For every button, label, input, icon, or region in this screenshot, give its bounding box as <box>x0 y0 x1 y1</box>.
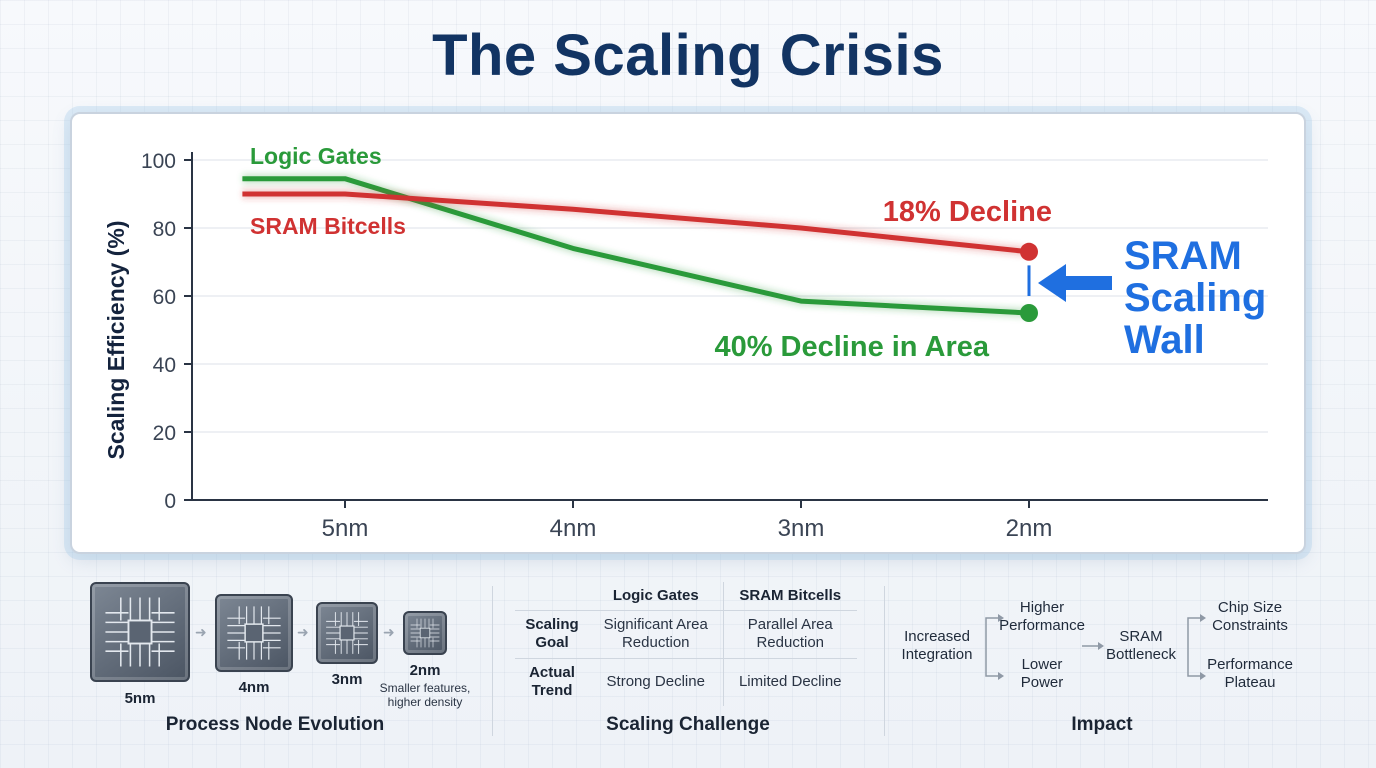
chip-5nm-icon <box>90 582 190 682</box>
node-label-3nm: 3nm <box>331 671 363 688</box>
challenge-title: Scaling Challenge <box>606 714 770 735</box>
data-point-end <box>1020 242 1038 261</box>
bottom-panels: ➜ ➜ ➜ 5nm 4nm 3nm 2nm Smaller features, … <box>0 574 1376 768</box>
row-header-goal: Scaling Goal <box>515 610 589 659</box>
x-tick-label: 3nm <box>778 515 825 542</box>
callout-text: Wall <box>1124 318 1205 362</box>
impact-out-a: Chip Size Constraints <box>1212 599 1288 634</box>
series-line-0 <box>242 176 1030 316</box>
cell-trend-logic: Strong Decline <box>606 673 705 691</box>
node-label-2nm: 2nm <box>409 662 441 679</box>
chart-panel: 0 20 40 60 80 100 5nm 4nm 3nm 2nm Scaling Efficien… <box>70 112 1306 554</box>
line-chart: 0 20 40 60 80 100 5nm 4nm 3nm 2nm Scaling Efficien… <box>103 143 1268 542</box>
callout-arrow-shaft <box>1062 276 1112 290</box>
series-annotation: 40% Decline in Area <box>714 331 989 363</box>
impact-branch-b: Lower Power <box>1020 656 1064 691</box>
divider <box>492 586 493 736</box>
y-tick-label: 0 <box>164 490 176 513</box>
col-header-sram: SRAM Bitcells <box>722 582 857 611</box>
arrow-right-icon: ➜ <box>383 624 395 640</box>
page-title: The Scaling Crisis <box>432 23 944 88</box>
node-note: Smaller features, higher density <box>379 681 471 709</box>
series-annotation: 18% Decline <box>883 196 1052 228</box>
impact-title: Impact <box>1071 714 1133 735</box>
series-label: Logic Gates <box>250 143 382 169</box>
y-tick-label: 40 <box>153 354 176 377</box>
impact-start: Increased Integration <box>901 628 973 663</box>
x-tick-label: 5nm <box>322 515 369 542</box>
cell-trend-sram: Limited Decline <box>722 658 857 706</box>
table-corner <box>515 582 589 611</box>
chip-4nm-icon <box>215 594 293 672</box>
col-header-logic: Logic Gates <box>589 582 723 611</box>
y-axis-label: Scaling Efficiency (%) <box>103 220 129 459</box>
arrow-right-icon: ➜ <box>195 624 207 640</box>
node-label-5nm: 5nm <box>124 690 156 707</box>
y-tick-label: 60 <box>153 286 176 309</box>
impact-middle: SRAM Bottleneck <box>1105 628 1177 663</box>
impact-out-b: Performance Plateau <box>1207 656 1293 691</box>
y-tick-label: 100 <box>141 150 176 173</box>
arrow-right-icon: ➜ <box>297 624 309 640</box>
series-line-1 <box>242 191 1030 255</box>
callout-text: Scaling <box>1124 276 1266 320</box>
y-tick-label: 20 <box>153 422 176 445</box>
process-title: Process Node Evolution <box>165 714 385 735</box>
series-label: SRAM Bitcells <box>250 213 406 239</box>
impact-flow-lines <box>985 614 1206 680</box>
challenge-table: Logic Gates SRAM Bitcells Scaling Goal S… <box>515 582 857 706</box>
impact-branch-a: Higher Performance <box>999 599 1085 634</box>
chip-2nm-icon <box>403 611 447 655</box>
cell-goal-sram: Parallel Area Reduction <box>722 610 857 659</box>
table-row: Scaling Goal Significant Area Reduction … <box>515 610 857 659</box>
x-tick-label: 4nm <box>550 515 597 542</box>
cell-goal-logic: Significant Area Reduction <box>589 610 723 659</box>
table-row: Actual Trend Strong Decline Limited Decl… <box>515 658 857 706</box>
row-header-trend: Actual Trend <box>529 664 575 700</box>
callout-text: SRAM <box>1124 234 1242 278</box>
callout-arrow-icon <box>1038 264 1066 302</box>
node-label-4nm: 4nm <box>238 679 270 696</box>
y-tick-label: 80 <box>153 218 176 241</box>
x-tick-label: 2nm <box>1006 515 1053 542</box>
chip-3nm-icon <box>316 602 378 664</box>
divider <box>884 586 885 736</box>
data-point-end <box>1020 304 1038 322</box>
